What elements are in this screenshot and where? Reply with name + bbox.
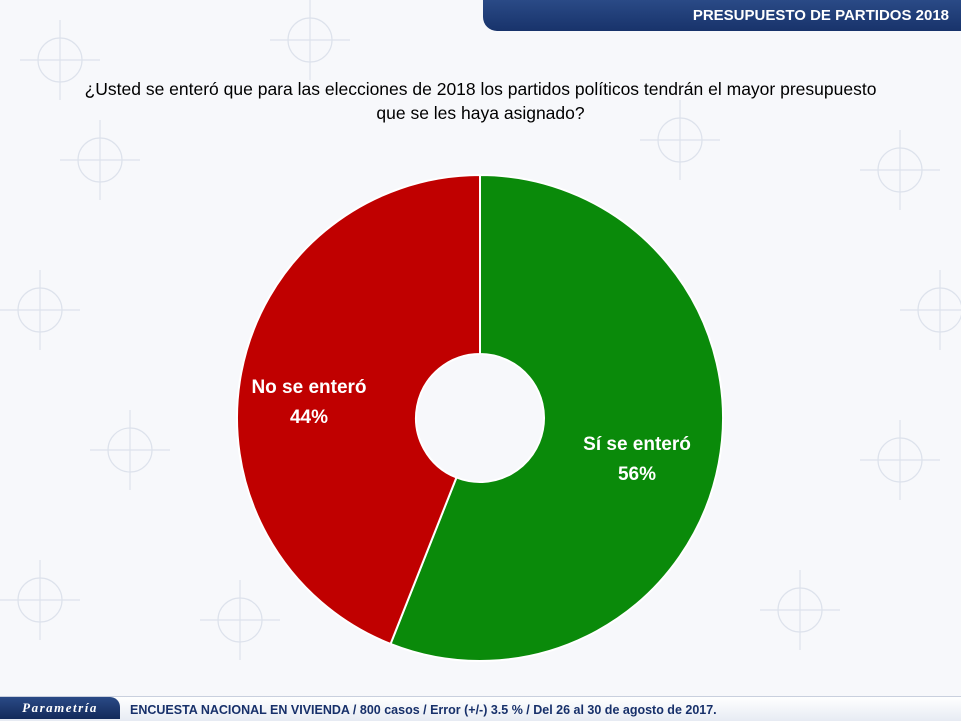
slice-label: No se enteró — [251, 377, 366, 398]
parametria-logo: Parametría — [0, 697, 120, 719]
slice-si-se-entero — [389, 173, 724, 662]
footer-survey-note: ENCUESTA NACIONAL EN VIVIENDA / 800 caso… — [130, 703, 717, 717]
footer-bar — [0, 696, 961, 721]
slice-value-label: 56% — [618, 464, 656, 485]
slice-value-label: 44% — [290, 407, 328, 428]
header-title: PRESUPUESTO DE PARTIDOS 2018 — [692, 7, 949, 24]
slice-no-se-entero — [236, 173, 481, 646]
question-line-2: que se les haya asignado? — [376, 103, 585, 123]
question-line-1: ¿Usted se enteró que para las elecciones… — [84, 79, 877, 99]
slice-label: Sí se enteró — [583, 434, 691, 455]
header-bar: PRESUPUESTO DE PARTIDOS 2018 — [483, 0, 961, 31]
survey-question: ¿Usted se enteró que para las elecciones… — [20, 77, 941, 125]
